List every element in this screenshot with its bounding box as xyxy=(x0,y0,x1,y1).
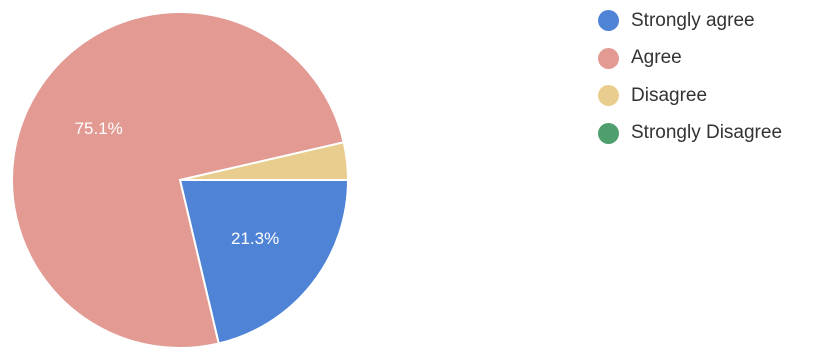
legend-item-agree: Agree xyxy=(598,40,782,78)
legend-item-disagree: Disagree xyxy=(598,77,782,115)
legend-label: Strongly Disagree xyxy=(631,122,783,144)
pie-slice-agree xyxy=(11,11,345,348)
pie-slice-labels: 21.3% 75.1% xyxy=(75,119,280,248)
pie-slice-disagree xyxy=(179,141,350,181)
pie-slice-label-agree: 75.1% xyxy=(75,119,123,138)
legend-swatch xyxy=(598,47,619,69)
legend-swatch xyxy=(598,122,619,144)
chart-legend: Strongly agree Agree Disagree Strongly Disa… xyxy=(598,2,782,152)
legend-label: Disagree xyxy=(631,84,708,106)
legend-swatch xyxy=(598,10,619,32)
legend-item-strongly-agree: Strongly agree xyxy=(598,2,782,40)
legend-label: Agree xyxy=(631,47,682,69)
pie-slices xyxy=(11,11,350,348)
pie-slice-strongly-agree xyxy=(178,179,350,345)
pie-slice-label-strongly-agree: 21.3% xyxy=(231,229,279,248)
legend-label: Strongly agree xyxy=(631,9,755,31)
legend-swatch xyxy=(598,85,619,107)
legend-item-strongly-disagree: Strongly Disagree xyxy=(598,115,782,153)
